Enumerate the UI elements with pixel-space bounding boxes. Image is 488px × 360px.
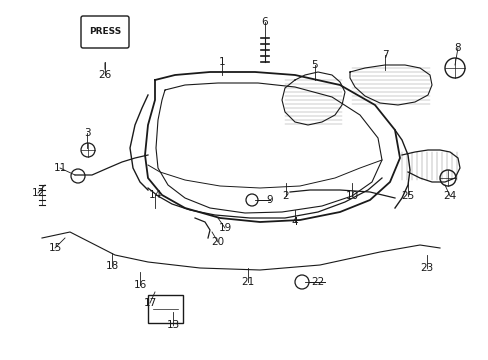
Text: 10: 10	[345, 191, 358, 201]
Text: 23: 23	[420, 263, 433, 273]
Bar	[148, 295, 183, 323]
Text: 15: 15	[48, 243, 61, 253]
Text: PRESS: PRESS	[89, 27, 121, 36]
Text: 18: 18	[105, 261, 119, 271]
Text: 16: 16	[133, 280, 146, 290]
Text: 7: 7	[381, 50, 387, 60]
Text: 20: 20	[211, 237, 224, 247]
Text: 19: 19	[218, 223, 231, 233]
Text: 4: 4	[291, 217, 298, 227]
Text: 14: 14	[148, 190, 162, 200]
Text: 22: 22	[311, 277, 324, 287]
Text: 8: 8	[454, 43, 460, 53]
Text: 11: 11	[53, 163, 66, 173]
Text: 21: 21	[241, 277, 254, 287]
Text: 1: 1	[218, 57, 225, 67]
Text: 6: 6	[261, 17, 268, 27]
Text: 3: 3	[83, 128, 90, 138]
Text: 13: 13	[166, 320, 179, 330]
Text: 25: 25	[401, 191, 414, 201]
Text: 24: 24	[443, 191, 456, 201]
Text: 26: 26	[98, 70, 111, 80]
Text: 2: 2	[282, 191, 289, 201]
Text: 5: 5	[311, 60, 318, 70]
Text: 17: 17	[143, 298, 156, 308]
Text: 12: 12	[31, 188, 44, 198]
Text: 9: 9	[266, 195, 273, 205]
